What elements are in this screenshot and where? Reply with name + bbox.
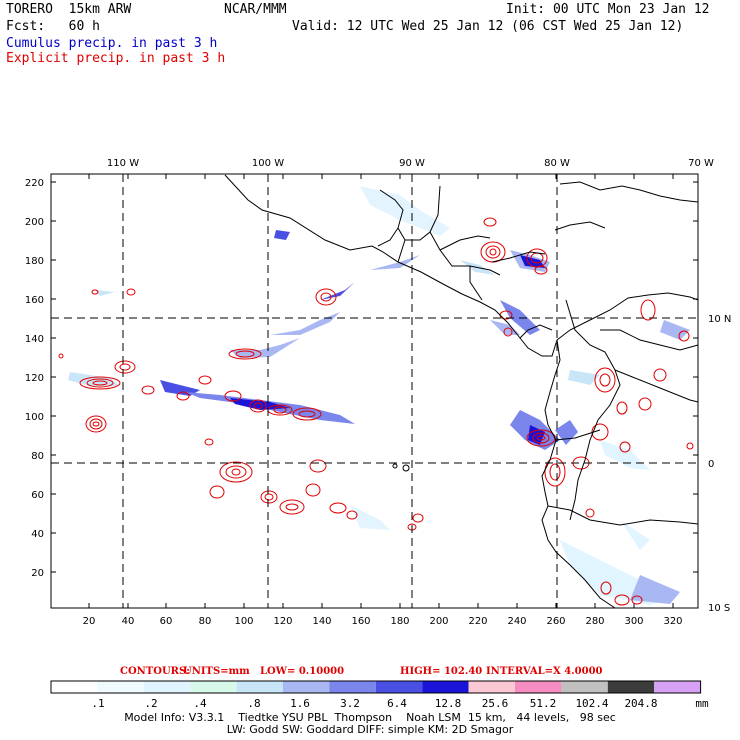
colorbar-cell <box>468 681 515 693</box>
contour-high: HIGH= 102.40 <box>400 666 483 677</box>
lon-label: 110 W <box>107 158 139 169</box>
colorbar-label: 12.8 <box>434 697 462 710</box>
colorbar-cell <box>97 681 144 693</box>
valid-time: Valid: 12 UTC Wed 25 Jan 12 (06 CST Wed … <box>292 19 684 34</box>
x-tick: 240 <box>507 616 526 627</box>
colorbar-label: 25.6 <box>481 697 509 710</box>
precip-map: 110 W 100 W 90 W 80 W 70 W 10 N 0 10 S 2… <box>25 158 731 627</box>
model-name: TORERO 15km ARW <box>6 2 132 17</box>
x-tick: 20 <box>83 616 96 627</box>
colorbar-label: .8 <box>247 697 261 710</box>
x-tick: 320 <box>663 616 682 627</box>
colorbar-cell <box>607 681 655 693</box>
organization: NCAR/MMM <box>224 2 287 17</box>
colorbar-cell <box>236 681 283 693</box>
map-frame <box>50 173 699 609</box>
y-tick: 220 <box>25 178 44 189</box>
x-tick: 220 <box>468 616 487 627</box>
colorbar-label: 3.2 <box>340 697 360 710</box>
cumulus-legend: Cumulus precip. in past 3 h <box>6 36 218 51</box>
cumulus-precip <box>68 186 690 605</box>
colorbar-cell <box>375 681 423 693</box>
colorbar-label: 1.6 <box>290 697 310 710</box>
contour-low: LOW= 0.10000 <box>260 666 345 677</box>
colorbar-cell <box>190 681 237 693</box>
y-tick: 140 <box>25 334 44 345</box>
x-tick: 40 <box>122 616 135 627</box>
x-tick: 140 <box>312 616 331 627</box>
colorbar-cell <box>654 681 701 693</box>
x-tick: 260 <box>546 616 565 627</box>
colorbar-label: .2 <box>144 697 158 710</box>
model-info-line1: Model Info: V3.3.1 Tiedtke YSU PBL Thomp… <box>124 711 616 724</box>
y-tick: 160 <box>25 295 44 306</box>
lat-label: 10 N <box>708 314 731 325</box>
lon-label: 80 W <box>544 158 570 169</box>
y-tick: 20 <box>31 568 44 579</box>
explicit-legend: Explicit precip. in past 3 h <box>6 51 226 66</box>
colorbar-cell <box>561 681 608 693</box>
colorbar-label: .4 <box>193 697 207 710</box>
colorbar <box>50 680 702 694</box>
init-time: Init: 00 UTC Mon 23 Jan 12 <box>506 2 710 17</box>
contour-interval: INTERVAL=X 4.0000 <box>486 666 603 677</box>
lat-label: 0 <box>708 459 714 470</box>
graticule <box>51 174 698 608</box>
y-tick: 40 <box>31 529 44 540</box>
y-tick: 60 <box>31 490 44 501</box>
lat-label: 10 S <box>708 603 730 614</box>
y-tick: 120 <box>25 373 44 384</box>
x-tick: 80 <box>199 616 212 627</box>
colorbar-unit: mm <box>695 697 709 710</box>
x-tick: 300 <box>624 616 643 627</box>
y-tick: 200 <box>25 217 44 228</box>
coastline <box>224 174 699 609</box>
x-tick: 200 <box>429 616 448 627</box>
colorbar-label: 102.4 <box>575 697 609 710</box>
y-tick: 100 <box>25 412 44 423</box>
x-tick: 100 <box>234 616 253 627</box>
explicit-precip <box>58 217 694 606</box>
x-tick: 160 <box>351 616 370 627</box>
x-tick: 120 <box>273 616 292 627</box>
lon-label: 100 W <box>252 158 284 169</box>
frame-ticks <box>51 174 698 608</box>
forecast-hour: Fcst: 60 h <box>6 19 100 34</box>
colorbar-label: 204.8 <box>624 697 658 710</box>
contour-units: UNITS=mm <box>183 666 250 677</box>
y-tick: 80 <box>31 451 44 462</box>
colorbar-label: .1 <box>91 697 105 710</box>
colorbar-cell <box>51 681 98 693</box>
colorbar-cell <box>515 681 562 693</box>
x-tick: 60 <box>160 616 173 627</box>
x-tick: 280 <box>585 616 604 627</box>
colorbar-cell <box>143 681 191 693</box>
lon-label: 70 W <box>688 158 714 169</box>
lon-label: 90 W <box>399 158 425 169</box>
colorbar-label: 6.4 <box>387 697 407 710</box>
colorbar-cell <box>329 681 376 693</box>
model-info-line2: LW: Godd SW: Goddard DIFF: simple KM: 2D… <box>226 723 514 736</box>
colorbar-label: 51.2 <box>529 697 557 710</box>
y-tick: 180 <box>25 256 44 267</box>
contour-label: CONTOURS: <box>120 666 190 677</box>
colorbar-cell <box>283 681 330 693</box>
x-tick: 180 <box>390 616 409 627</box>
colorbar-cell <box>422 681 469 693</box>
